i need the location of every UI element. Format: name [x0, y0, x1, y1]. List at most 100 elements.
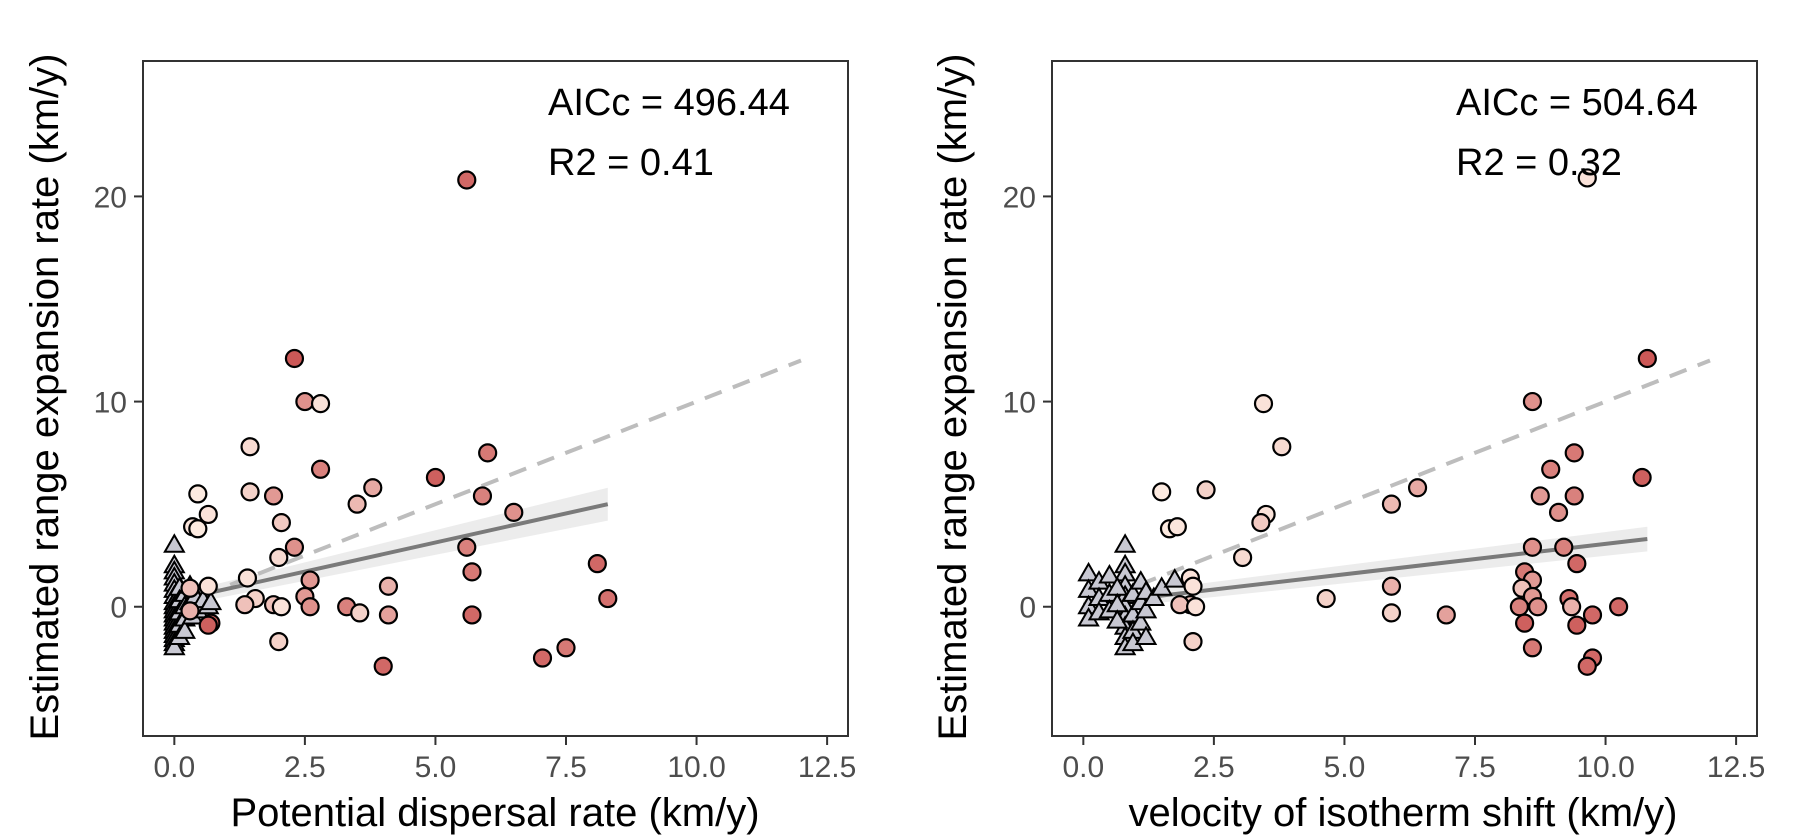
left-data-point: [457, 537, 477, 557]
left-triangle-point: [173, 619, 197, 639]
left-data-point: [363, 478, 383, 498]
left-y-axis-title: Estimated range expansion rate (km/y): [23, 54, 67, 741]
left-plot-area: 0.0 2.5 5.0 7.5 10.0 12.5 0 10 20: [94, 60, 856, 784]
left-data-point: [478, 443, 498, 463]
right-r2-annotation: R2 = 0.32: [1456, 142, 1622, 184]
right-triangle-point: [1113, 533, 1137, 553]
left-data-point: [300, 597, 320, 617]
left-data-point: [180, 601, 200, 621]
left-x-tick-label: 2.5: [284, 751, 326, 784]
left-data-point: [188, 519, 208, 539]
right-data-point: [1582, 605, 1603, 625]
right-triangle-point: [1163, 568, 1186, 588]
left-y-tick-label: 20: [94, 181, 127, 214]
right-x-tick-label: 10.0: [1576, 751, 1634, 784]
right-data-point: [1167, 517, 1187, 537]
left-data-point: [180, 578, 200, 598]
left-data-point: [425, 467, 446, 488]
left-x-tick-label: 10.0: [667, 751, 725, 784]
left-data-point: [269, 547, 289, 568]
right-y-axis-title: Estimated range expansion rate (km/y): [931, 54, 975, 741]
right-data-point: [1186, 597, 1206, 617]
left-x-tick-label: 5.0: [415, 751, 457, 784]
right-data-point: [1522, 638, 1543, 658]
left-x-tick-label: 7.5: [545, 751, 587, 784]
right-data-point: [1530, 486, 1550, 506]
right-panel: 0.0 2.5 5.0 7.5 10.0 12.5 0 10 20 Estimated range…: [931, 54, 1765, 835]
right-data-point: [1381, 494, 1402, 514]
left-data-point: [598, 588, 618, 609]
left-data-point: [295, 391, 315, 412]
left-reference-line: [173, 358, 802, 609]
left-data-point: [347, 494, 367, 514]
right-data-point: [1528, 597, 1548, 617]
left-data-point: [457, 170, 477, 190]
right-data-point: [1316, 588, 1336, 609]
right-data-point: [1381, 603, 1402, 623]
right-aicc-annotation: AICc = 504.64: [1456, 82, 1698, 124]
left-triangle-point: [163, 635, 186, 656]
left-data-point: [235, 595, 255, 615]
right-data-point: [1196, 480, 1216, 500]
left-data-point: [198, 615, 218, 635]
right-data-point: [1632, 467, 1652, 488]
right-plot-area: 0.0 2.5 5.0 7.5 10.0 12.5 0 10 20: [1003, 60, 1765, 784]
right-data-point: [1436, 605, 1456, 625]
left-data-point: [269, 632, 289, 652]
left-data-point: [188, 484, 208, 504]
right-data-point: [1407, 478, 1428, 498]
right-x-tick-label: 5.0: [1324, 751, 1366, 784]
left-data-point: [237, 568, 258, 588]
right-data-point: [1522, 537, 1543, 557]
right-y-tick-label: 20: [1003, 181, 1036, 214]
left-data-point: [587, 554, 607, 574]
right-x-tick-label: 7.5: [1454, 751, 1496, 784]
left-data-point: [378, 605, 399, 625]
right-data-point: [1183, 632, 1203, 652]
right-y-tick-label: 0: [1019, 592, 1036, 625]
right-plot-border: [1051, 60, 1758, 737]
right-triangle-point: [1129, 611, 1153, 631]
right-data-point: [1564, 486, 1584, 506]
right-data-point: [1609, 597, 1629, 617]
left-aicc-annotation: AICc = 496.44: [548, 82, 790, 124]
left-x-axis-title: Potential dispersal rate (km/y): [230, 791, 759, 835]
left-data-point: [263, 486, 284, 506]
left-y-tick-label: 0: [110, 592, 127, 625]
right-triangle-point: [1134, 625, 1158, 646]
right-data-point: [1509, 597, 1529, 617]
left-data-point: [504, 502, 524, 522]
right-regression-line: [1083, 537, 1648, 607]
right-data-point: [1567, 615, 1587, 635]
left-triangle-point: [199, 590, 223, 611]
left-data-point: [271, 513, 291, 533]
left-data-point: [271, 597, 291, 617]
left-data-point: [532, 648, 553, 668]
left-data-point: [378, 576, 399, 596]
left-data-point: [462, 562, 482, 582]
left-data-point: [472, 486, 493, 506]
right-data-point: [1522, 391, 1543, 412]
right-triangle-point: [1134, 598, 1158, 619]
left-data-point: [198, 504, 218, 525]
left-data-point: [350, 603, 370, 623]
left-data-point: [240, 437, 260, 457]
right-y-tick-label: 10: [1003, 387, 1036, 420]
right-triangle-point: [1142, 586, 1166, 607]
left-data-point: [240, 482, 260, 502]
left-data-point: [310, 459, 331, 479]
left-data-point: [284, 537, 305, 557]
left-data-point: [198, 576, 218, 596]
right-data-point: [1515, 613, 1535, 633]
right-data-point: [1251, 513, 1271, 533]
right-data-point: [1554, 537, 1574, 557]
left-plot-border: [142, 60, 849, 737]
right-data-point: [1152, 482, 1172, 502]
right-data-point: [1253, 394, 1274, 414]
right-data-point: [1577, 656, 1597, 676]
right-reference-line: [1082, 358, 1711, 609]
right-x-tick-label: 0.0: [1062, 751, 1104, 784]
left-triangle-point: [163, 533, 186, 553]
left-data-point: [284, 348, 305, 369]
